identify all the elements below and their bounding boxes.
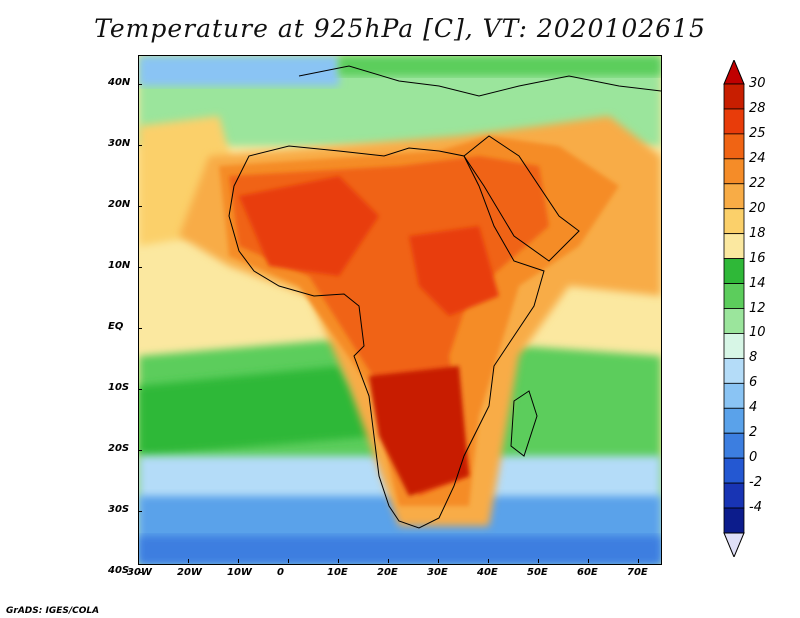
colorbar-segment [723,407,745,434]
colorbar-segment [723,83,745,110]
lon-label: 50E [527,567,548,578]
lon-label: 30E [427,567,448,578]
lat-label: 10N [108,260,131,271]
colorbar-under-triangle [723,532,745,557]
temperature-field [139,56,661,564]
colorbar-segment [723,382,745,409]
lon-tick [388,559,389,563]
lat-tick [138,84,142,85]
colorbar-label: 24 [749,150,766,166]
lat-tick [138,511,142,512]
lon-label: 20E [377,567,398,578]
colorbar-label: 6 [749,375,758,391]
colorbar-segment [723,333,745,359]
colorbar-label: 16 [749,250,766,266]
map-canvas [139,56,661,564]
lon-tick [288,559,289,563]
colorbar-label: 28 [749,100,766,116]
colorbar-segment [723,283,745,309]
colorbar-segment [723,457,745,484]
colorbar-segment [723,183,745,210]
lat-tick [138,450,142,451]
colorbar-segment [723,432,745,459]
lon-label: 60E [577,567,598,578]
lon-label: 40E [477,567,498,578]
colorbar-segment [723,308,745,334]
colorbar-segment [723,108,745,135]
colorbar-segment [723,258,745,284]
lon-label: 0 [277,567,284,578]
lat-label: 40S [108,565,130,576]
map-title: Temperature at 925hPa [C], VT: 202010261… [94,14,706,43]
lat-label: 20S [108,443,130,454]
lon-tick [538,559,539,563]
colorbar-segment [723,133,745,160]
lon-label: 10W [227,567,252,578]
lon-label: 20W [177,567,202,578]
lat-label: EQ [108,321,124,332]
colorbar-label: 14 [749,275,766,291]
colorbar [723,60,745,557]
colorbar-label: 4 [749,400,758,416]
colorbar-label: -2 [749,475,762,491]
lat-tick [138,328,142,329]
lat-label: 10S [108,382,130,393]
colorbar-label: 10 [749,325,766,341]
temperature-map [138,55,662,565]
lon-label: 10E [327,567,348,578]
lon-tick [238,559,239,563]
colorbar-label: 22 [749,175,766,191]
colorbar-label: 8 [749,350,758,366]
lon-tick [638,559,639,563]
lat-tick [138,572,142,573]
lon-tick [338,559,339,563]
lon-tick [588,559,589,563]
lat-label: 30S [108,504,130,515]
lat-tick [138,145,142,146]
colorbar-label: -4 [749,500,762,516]
colorbar-label: 2 [749,425,758,441]
lat-label: 20N [108,199,131,210]
colorbar-label: 18 [749,225,766,241]
lon-tick [438,559,439,563]
colorbar-segment [723,357,745,384]
lon-tick [488,559,489,563]
colorbar-label: 30 [749,76,766,91]
colorbar-label: 20 [749,200,766,216]
colorbar-segment [723,208,745,235]
lat-tick [138,206,142,207]
lat-tick [138,389,142,390]
colorbar-label: 25 [749,125,766,141]
lat-label: 30N [108,138,131,149]
credit-text: GrADS: IGES/COLA [6,606,100,616]
colorbar-over-triangle [723,60,745,85]
colorbar-segment [723,233,745,260]
colorbar-label: 12 [749,300,766,316]
coastlines [228,65,661,529]
lon-tick [138,559,139,563]
colorbar-segment [723,158,745,185]
colorbar-segment [723,507,745,534]
lon-tick [188,559,189,563]
colorbar-segment [723,482,745,509]
lat-label: 40N [108,77,131,88]
colorbar-label: 0 [749,450,758,466]
lon-label: 70E [627,567,648,578]
lat-tick [138,267,142,268]
